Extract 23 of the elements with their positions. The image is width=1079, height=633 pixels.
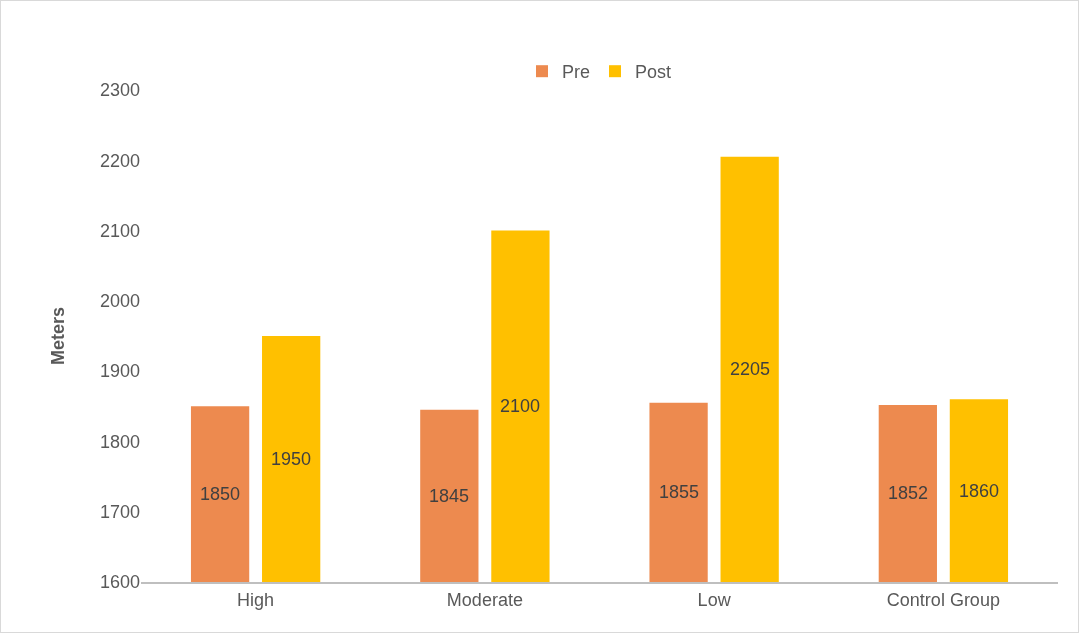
y-tick-label: 1700 (99, 502, 140, 523)
y-tick-label: 2000 (99, 291, 140, 312)
y-tick-label: 1900 (99, 361, 140, 382)
y-tick-label: 2300 (99, 80, 140, 101)
legend-label: Pre (562, 62, 591, 83)
x-tick-label: Low (697, 589, 732, 610)
data-label: 1852 (888, 483, 929, 503)
x-tick-label: Control Group (886, 589, 1000, 610)
data-label: 1860 (959, 481, 1000, 501)
data-label: 2100 (500, 396, 541, 416)
data-label: 1855 (659, 482, 700, 502)
x-tick-label: High (237, 589, 275, 610)
y-tick-label: 2200 (99, 150, 140, 171)
y-axis-title: Meters (48, 306, 69, 366)
y-tick-label: 2100 (99, 220, 140, 241)
data-label: 1950 (271, 449, 312, 469)
data-label: 1850 (200, 484, 241, 504)
data-label: 1845 (429, 486, 470, 506)
y-tick-label: 1800 (99, 431, 140, 452)
data-label: 2205 (730, 359, 771, 379)
y-tick-label: 1600 (99, 572, 140, 593)
legend-label: Post (635, 62, 672, 83)
x-tick-label: Moderate (446, 589, 523, 610)
